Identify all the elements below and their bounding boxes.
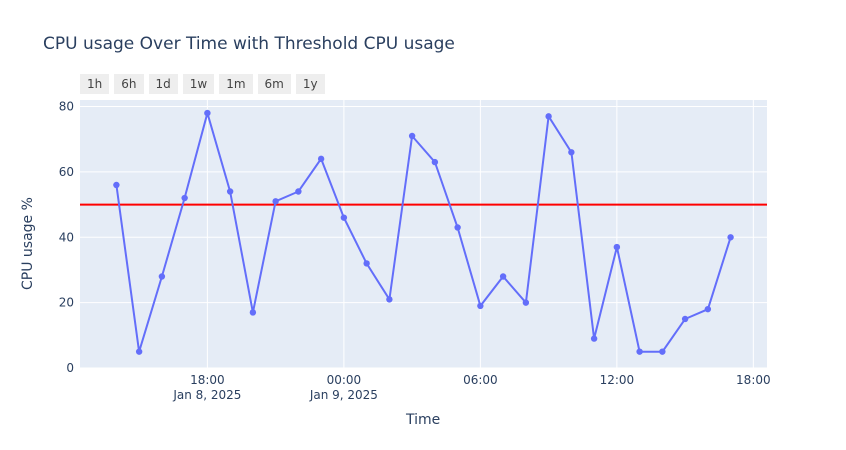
range-selector: 1h 6h 1d 1w 1m 6m 1y (80, 74, 325, 94)
data-point (522, 299, 530, 306)
y-tick-label: 20 (59, 296, 74, 310)
data-point (590, 335, 598, 342)
data-point (363, 260, 370, 267)
chart-title: CPU usage Over Time with Threshold CPU u… (43, 34, 455, 54)
data-point (158, 273, 166, 280)
grid (80, 100, 767, 369)
data-point (568, 149, 575, 156)
data-point (386, 296, 393, 303)
range-button-1m[interactable]: 1m (219, 74, 253, 94)
x-tick-label: 18:00 (190, 373, 225, 387)
x-tick-label: 18:00 (736, 373, 771, 387)
data-point (204, 109, 211, 117)
data-point (272, 198, 279, 205)
data-point (317, 155, 325, 163)
data-point (135, 348, 143, 355)
data-point (613, 243, 621, 251)
x-tick-date-label: Jan 9, 2025 (309, 388, 378, 402)
y-tick-label: 0 (66, 361, 74, 375)
x-tick-label: 00:00 (327, 373, 362, 387)
data-point (545, 113, 552, 120)
y-axis-title: CPU usage % (20, 197, 36, 290)
data-point (704, 305, 712, 313)
x-tick-label: 12:00 (600, 373, 635, 387)
data-point (181, 194, 188, 202)
y-tick-label: 60 (59, 165, 74, 179)
range-button-1y[interactable]: 1y (295, 74, 325, 94)
data-point (295, 188, 302, 195)
range-button-1w[interactable]: 1w (182, 74, 215, 94)
plot-area (80, 100, 767, 368)
data-point (454, 224, 461, 231)
data-point (499, 273, 507, 280)
range-button-1h[interactable]: 1h (80, 74, 110, 94)
data-point (249, 309, 257, 316)
data-point (681, 315, 689, 323)
x-axis-title: Time (406, 412, 441, 428)
y-tick-label: 80 (59, 100, 74, 114)
series-line (115, 109, 732, 353)
range-button-6m[interactable]: 6m (257, 74, 291, 94)
data-point (636, 348, 643, 355)
data-point (727, 234, 734, 241)
range-button-6h[interactable]: 6h (114, 74, 144, 94)
data-point (226, 188, 234, 195)
series-points (113, 109, 734, 355)
x-tick-date-label: Jan 8, 2025 (172, 388, 241, 402)
x-tick-label: 06:00 (463, 373, 498, 387)
data-point (477, 302, 484, 310)
data-point (340, 214, 348, 221)
data-point (659, 348, 666, 355)
data-point (113, 181, 120, 189)
data-point (431, 158, 439, 166)
data-point (408, 132, 416, 140)
range-button-1d[interactable]: 1d (148, 74, 178, 94)
y-tick-label: 40 (59, 230, 74, 244)
